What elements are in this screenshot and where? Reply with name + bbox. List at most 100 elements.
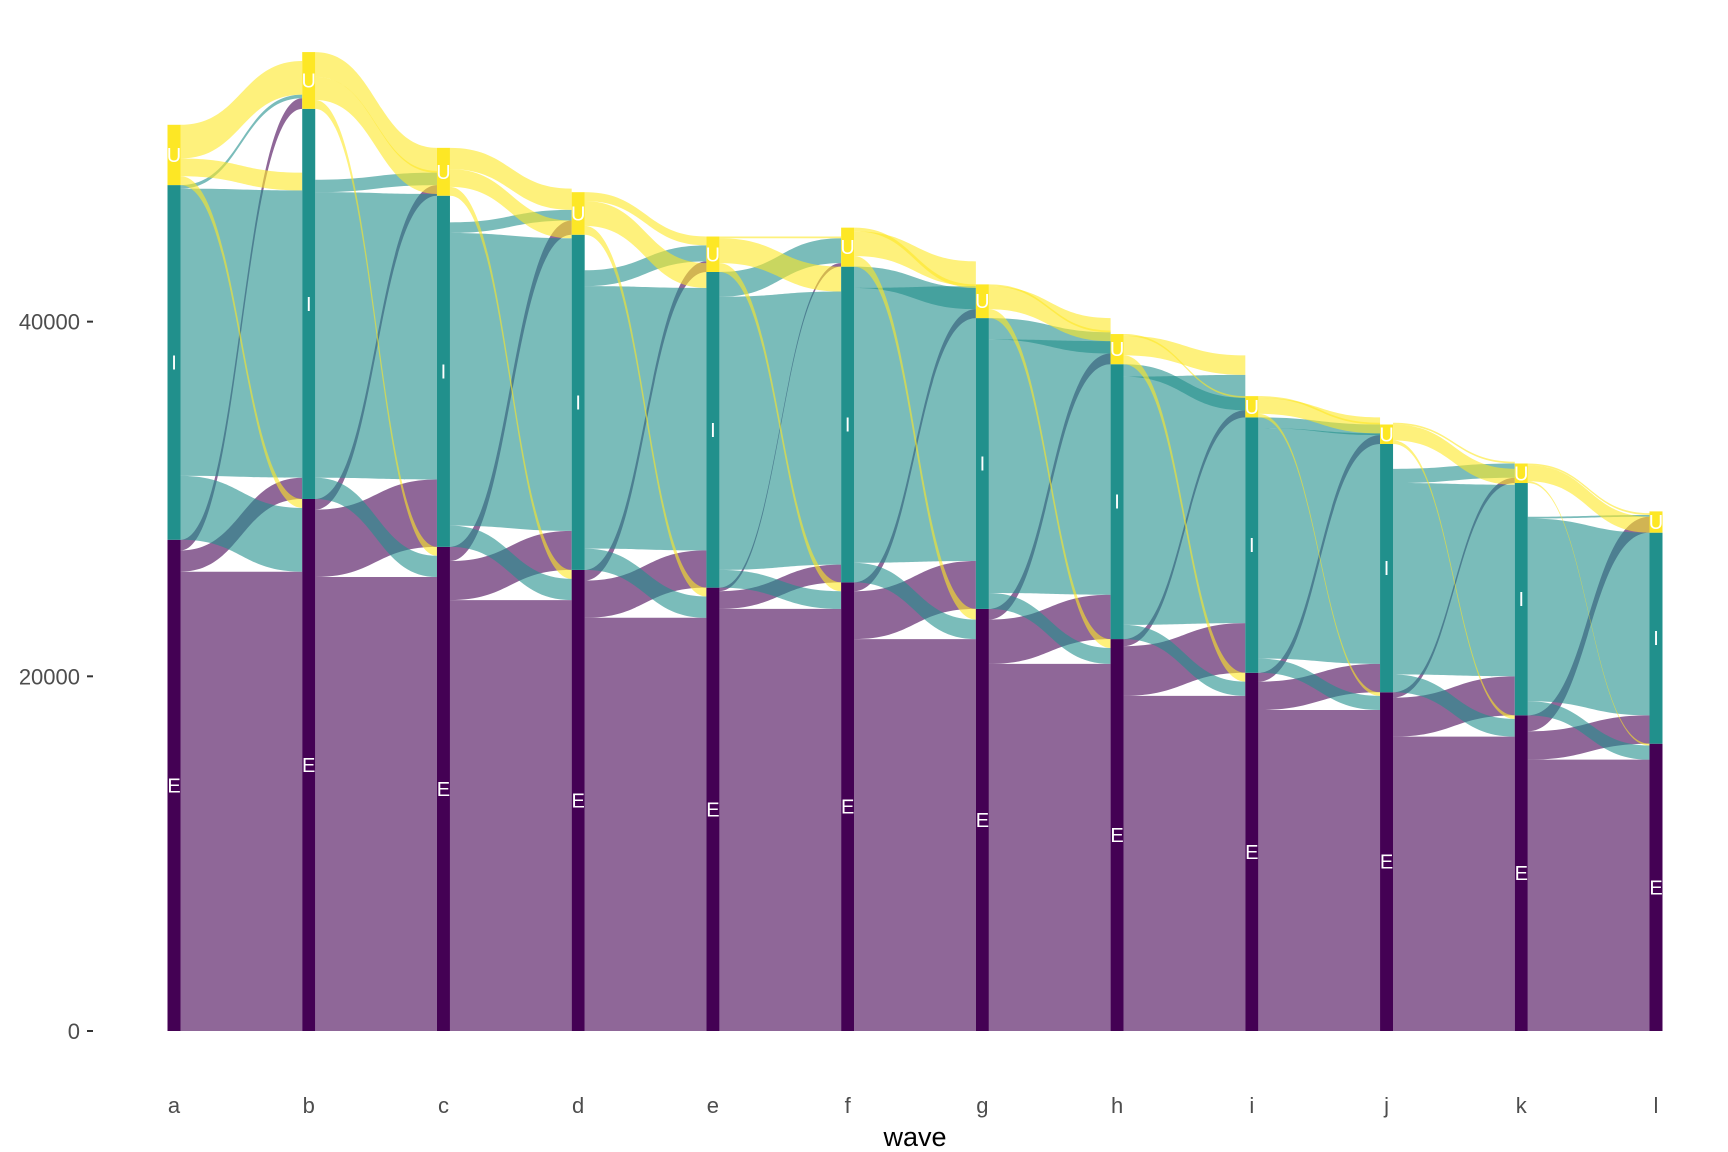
x-tick-label-l: l (1654, 1093, 1659, 1118)
x-tick-label-h: h (1111, 1093, 1123, 1118)
x-tick-label-i: i (1249, 1093, 1254, 1118)
stratum-label-l-E: E (1649, 877, 1662, 899)
flow-b-U-to-c-U (315, 52, 437, 173)
stratum-e-I (706, 271, 720, 588)
x-tick-label-b: b (303, 1093, 315, 1118)
flow-d-U-to-e-U (584, 192, 707, 246)
flow-d-I-to-e-U (584, 245, 707, 287)
flow-a-U-to-b-I (180, 158, 303, 191)
stratum-label-c-I: I (441, 361, 447, 383)
stratum-f-I (841, 266, 855, 583)
x-axis: a b c d e f g h i j k l (168, 1093, 1659, 1118)
flow-h-E-to-i-E (1123, 695, 1246, 1031)
stratum-f-U (841, 227, 855, 267)
stratum-label-f-I: I (845, 414, 851, 436)
flow-g-U-to-h-I (988, 286, 1111, 342)
flow-h-I-to-i-E (1123, 624, 1246, 696)
flow-i-I-to-j-I (1258, 428, 1381, 664)
flows-layer (180, 52, 1650, 1031)
stratum-k-I (1514, 483, 1528, 716)
stratum-j-I (1380, 444, 1394, 693)
flow-d-I-to-e-I (584, 286, 707, 551)
flow-k-E-to-l-I (1527, 715, 1650, 760)
flow-h-I-to-i-U (1123, 364, 1246, 411)
flow-j-U-to-k-U (1393, 422, 1515, 464)
flow-d-U-to-e-E (584, 225, 707, 597)
x-tick-label-j: j (1383, 1093, 1389, 1118)
flow-a-I-to-b-E (180, 475, 303, 572)
x-tick-label-f: f (845, 1093, 852, 1118)
stratum-label-e-U: U (706, 244, 720, 266)
flow-b-I-to-c-E (315, 477, 437, 578)
flow-d-E-to-e-E (584, 617, 707, 1031)
flow-c-U-to-d-U (449, 147, 572, 210)
flow-k-U-to-l-U (1527, 463, 1650, 515)
stratum-label-i-I: I (1249, 535, 1255, 557)
y-tick-label-40000: 40000 (19, 310, 80, 335)
x-tick-label-d: d (572, 1093, 584, 1118)
stratum-label-e-E: E (706, 799, 719, 821)
stratum-a-U (167, 124, 181, 186)
flow-b-E-to-c-E (315, 577, 437, 1031)
stratum-e-E (706, 587, 720, 1031)
flow-i-I-to-j-E (1258, 658, 1381, 711)
y-tick-label-20000: 20000 (19, 664, 80, 689)
flow-h-U-to-i-E (1123, 355, 1246, 682)
stratum-label-b-U: U (302, 70, 316, 92)
flow-h-U-to-i-U (1123, 334, 1246, 398)
stratum-label-i-U: U (1245, 397, 1259, 419)
flow-i-E-to-j-E (1258, 710, 1381, 1031)
stratum-c-I (436, 195, 450, 547)
flow-e-E-to-f-E (719, 608, 842, 1031)
flow-a-E-to-b-E (180, 571, 303, 1031)
stratum-k-U (1514, 463, 1528, 484)
flow-k-I-to-l-I (1527, 518, 1650, 716)
flow-g-I-to-h-I (988, 339, 1111, 595)
stratum-j-E (1380, 692, 1394, 1031)
stratum-label-a-E: E (167, 775, 180, 797)
stratum-k-E (1514, 715, 1528, 1031)
stratum-i-E (1245, 672, 1259, 1031)
flow-j-E-to-k-E (1393, 736, 1515, 1031)
stratum-label-a-I: I (171, 352, 177, 374)
flow-d-I-to-e-E (584, 548, 707, 618)
flow-f-I-to-g-E (854, 562, 976, 640)
stratum-j-U (1380, 424, 1394, 445)
stratum-label-j-E: E (1380, 852, 1393, 874)
flow-b-U-to-c-E (315, 99, 437, 556)
flow-e-U-to-f-U (719, 236, 842, 239)
stratum-b-I (302, 108, 316, 499)
flow-d-U-to-e-I (584, 201, 707, 288)
flow-g-U-to-h-E (988, 309, 1111, 648)
stratum-f-E (841, 582, 855, 1031)
stratum-d-E (571, 569, 585, 1031)
stratum-label-j-U: U (1379, 424, 1393, 446)
flow-c-I-to-d-E (449, 525, 572, 601)
flow-h-U-to-i-I (1123, 335, 1246, 375)
stratum-labels-layer: E I U E I U E I U E I U E I U E I U E I U E I U E I U E I U E I U E I U (167, 70, 1663, 899)
stratum-h-E (1110, 639, 1124, 1031)
flow-a-U-to-b-U (180, 60, 303, 159)
flow-g-U-to-h-U (988, 284, 1111, 333)
stratum-l-U (1649, 511, 1663, 533)
stratum-label-g-I: I (980, 454, 986, 476)
strata-layer (167, 52, 1663, 1032)
flow-j-I-to-k-E (1393, 674, 1515, 737)
flow-i-U-to-j-I (1258, 397, 1381, 434)
stratum-label-l-U: U (1649, 512, 1663, 534)
y-tick-label-0: 0 (68, 1019, 80, 1044)
stratum-l-I (1649, 532, 1663, 744)
stratum-label-b-I: I (306, 294, 312, 316)
x-tick-label-c: c (438, 1093, 449, 1118)
x-tick-label-e: e (707, 1093, 719, 1118)
stratum-d-U (571, 192, 585, 235)
stratum-label-d-E: E (572, 790, 585, 812)
stratum-label-g-U: U (975, 291, 989, 313)
y-axis: 0 20000 40000 (19, 310, 93, 1044)
x-tick-label-a: a (168, 1093, 181, 1118)
flow-f-I-to-g-U (854, 266, 976, 310)
stratum-c-U (436, 147, 450, 196)
flow-g-I-to-h-U (988, 318, 1111, 354)
